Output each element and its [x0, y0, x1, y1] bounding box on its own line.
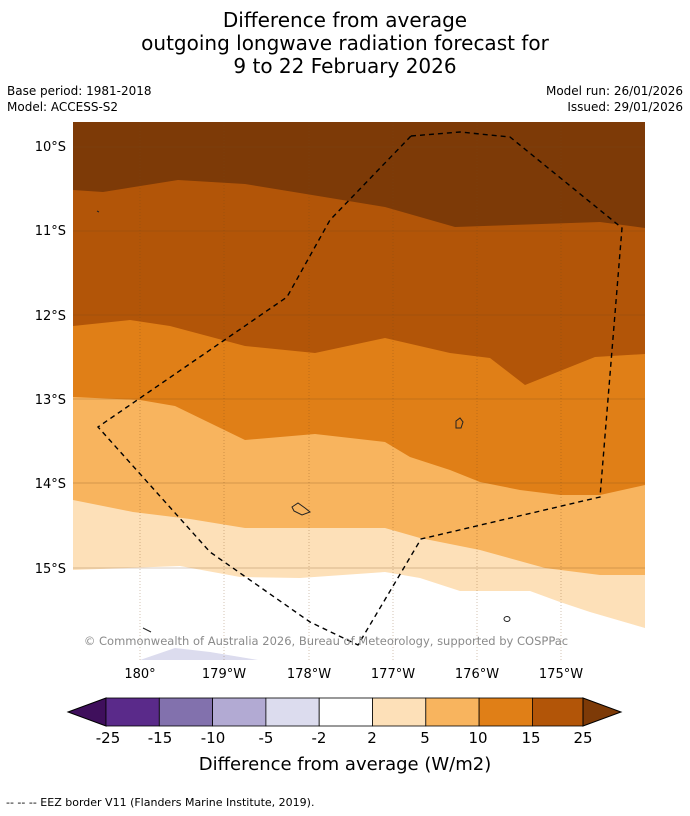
eez-border — [96, 131, 623, 646]
issued-date: Issued: 29/01/2026 — [567, 100, 683, 114]
colorbar-swatch — [105, 697, 160, 727]
colorbar-swatch — [158, 697, 214, 727]
islet-west — [96, 210, 100, 213]
colorbar-swatch — [372, 697, 427, 727]
map-copyright: © Commonwealth of Australia 2026, Bureau… — [84, 634, 568, 648]
colorbar-tick: 25 — [573, 729, 592, 747]
colorbar-swatch — [318, 697, 373, 727]
colorbar-tick: -5 — [259, 729, 274, 747]
lon-label: 176°W — [455, 667, 499, 682]
graticule — [73, 122, 645, 660]
lon-label: 179°W — [202, 667, 246, 682]
colorbar-tick: 15 — [521, 729, 540, 747]
colorbar-tick: -25 — [96, 729, 121, 747]
colorbar-swatch — [478, 697, 533, 727]
island-south — [503, 616, 511, 622]
island-central — [291, 502, 311, 516]
colorbar — [66, 697, 623, 727]
colorbar-tick: -10 — [201, 729, 226, 747]
lon-label: 180° — [124, 667, 155, 682]
colorbar-swatch — [265, 697, 320, 727]
islands — [96, 210, 511, 633]
colorbar-left-arrow — [66, 697, 107, 727]
band-darkest-brown — [73, 122, 645, 228]
ocean-map — [73, 122, 645, 660]
title-line-1: Difference from average — [222, 8, 468, 32]
lat-label: 14°S — [35, 477, 66, 492]
island-east — [455, 417, 464, 429]
colorbar-tick: -2 — [312, 729, 327, 747]
lon-labels: 180° 179°W 178°W 177°W 176°W 175°W — [124, 667, 583, 682]
title-line-2: outgoing longwave radiation forecast for — [141, 31, 549, 55]
colorbar-label: Difference from average (W/m2) — [199, 754, 491, 775]
colorbar-swatch — [532, 697, 584, 727]
colorbar-tick: 10 — [468, 729, 487, 747]
lat-label: 11°S — [35, 224, 66, 239]
lat-label: 10°S — [35, 140, 66, 155]
lat-label: 15°S — [35, 562, 66, 577]
colorbar-tick: -15 — [148, 729, 173, 747]
lat-labels: 10°S 11°S 12°S 13°S 14°S 15°S — [35, 140, 66, 577]
title-line-3: 9 to 22 February 2026 — [233, 54, 457, 78]
lon-label: 175°W — [539, 667, 583, 682]
colorbar-swatch — [425, 697, 480, 727]
colorbar-tick: 2 — [367, 729, 377, 747]
islet-south-west — [142, 627, 152, 633]
lat-label: 12°S — [35, 309, 66, 324]
model-run: Model run: 26/01/2026 — [545, 84, 683, 98]
lon-label: 177°W — [371, 667, 415, 682]
eez-legend-footer: -- -- -- EEZ border V11 (Flanders Marine… — [6, 796, 315, 809]
model-name: Model: ACCESS-S2 — [7, 100, 119, 114]
colorbar-ticks: -25 -15 -10 -5 -2 2 5 10 15 25 — [96, 729, 593, 747]
lon-label: 178°W — [287, 667, 331, 682]
band-light-lilac — [140, 648, 258, 660]
lat-label: 13°S — [35, 393, 66, 408]
colorbar-swatch — [212, 697, 267, 727]
base-period: Base period: 1981-2018 — [7, 84, 152, 98]
colorbar-right-arrow — [582, 697, 623, 727]
colorbar-tick: 5 — [420, 729, 430, 747]
